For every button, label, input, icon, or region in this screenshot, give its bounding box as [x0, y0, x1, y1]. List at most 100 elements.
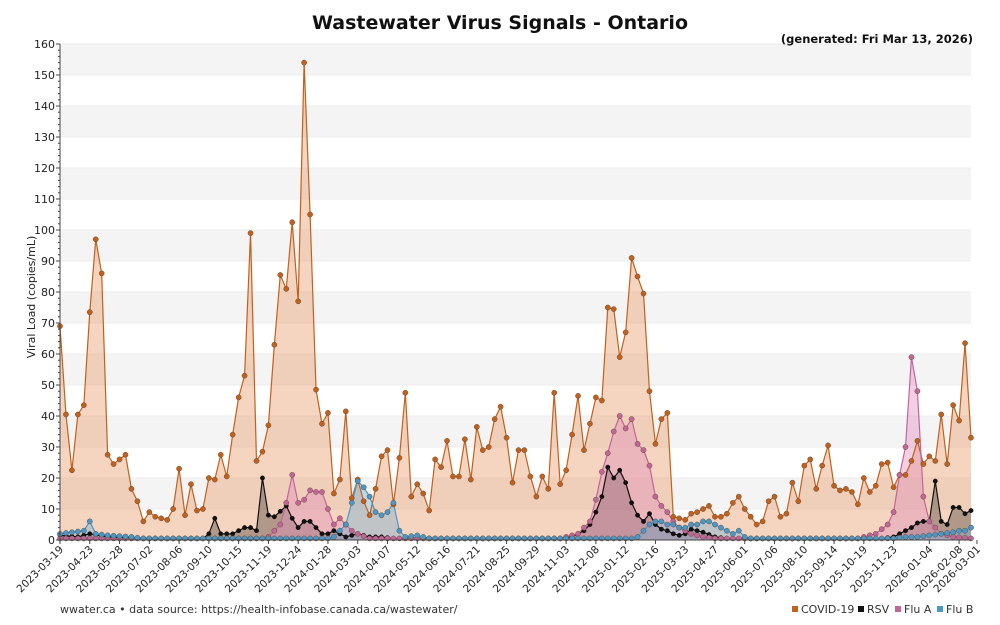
covid-19-point: [81, 402, 87, 408]
flu-a-point: [664, 509, 671, 515]
covid-19-point: [497, 403, 504, 410]
flu-a-point: [950, 534, 956, 540]
rsv-point: [331, 528, 337, 534]
covid-19-point: [396, 455, 403, 461]
flu-a-point: [688, 531, 694, 537]
covid-19-point: [604, 304, 611, 311]
covid-19-point: [539, 473, 546, 480]
flu-b-point: [920, 533, 927, 539]
covid-19-point: [325, 410, 331, 416]
rsv-point: [658, 526, 664, 532]
rsv-point: [319, 531, 325, 537]
flu-a-point: [920, 493, 927, 500]
plot-band: [60, 354, 971, 385]
covid-19-point: [319, 420, 325, 427]
flu-b-point: [75, 528, 81, 535]
rsv-point: [289, 515, 295, 521]
rsv-point: [301, 519, 307, 524]
flu-a-point: [337, 515, 343, 522]
flu-b-point: [700, 518, 706, 525]
flu-b-point: [914, 534, 921, 540]
flu-a-point: [301, 496, 307, 503]
flu-b-point: [98, 531, 105, 538]
flu-b-point: [378, 512, 385, 519]
covid-19-point: [235, 394, 242, 401]
rsv-point: [212, 515, 218, 521]
covid-19-point: [855, 501, 861, 508]
covid-19-point: [426, 507, 432, 514]
covid-19-point: [116, 456, 123, 463]
covid-19-point: [872, 482, 879, 489]
covid-19-point: [432, 456, 438, 463]
rsv-point: [230, 531, 236, 537]
covid-19-point: [307, 211, 313, 218]
flu-b-point: [86, 518, 93, 525]
flu-a-point: [610, 428, 617, 435]
rsv-point: [944, 522, 950, 527]
rsv-point: [629, 500, 635, 506]
y-tick-label: 140: [34, 100, 55, 113]
flu-a-point: [646, 462, 653, 469]
rsv-point: [915, 520, 920, 526]
rsv-point: [206, 531, 212, 537]
covid-19-point: [217, 451, 224, 458]
flu-a-point: [622, 425, 629, 432]
rsv-point: [325, 531, 331, 537]
rsv-point: [218, 531, 224, 537]
covid-19-point: [158, 515, 165, 522]
covid-19-point: [658, 416, 665, 422]
flu-b-point: [110, 532, 117, 539]
covid-19-point: [104, 451, 111, 458]
rsv-point: [248, 525, 253, 530]
flu-b-point: [944, 530, 950, 536]
flu-b-point: [81, 527, 87, 534]
flu-b-point: [92, 531, 99, 537]
covid-19-point: [545, 486, 552, 492]
covid-19-point: [212, 476, 218, 483]
covid-19-point: [712, 513, 718, 520]
covid-19-point: [378, 453, 385, 460]
x-tick-labels: 2023-03-192023-04-232023-05-282023-07-02…: [14, 540, 983, 595]
covid-19-point: [771, 493, 778, 500]
rsv-point: [343, 534, 349, 540]
covid-19-point: [783, 510, 790, 517]
y-axis-label: Viral Load (copies/mL): [25, 236, 38, 359]
covid-19-point: [700, 506, 706, 512]
flu-b-point: [420, 534, 427, 540]
rsv-point: [909, 525, 914, 530]
flu-a-point: [581, 524, 587, 531]
rsv-point: [641, 519, 646, 524]
covid-19-point: [462, 436, 468, 443]
covid-19-point: [289, 219, 296, 226]
covid-19-point: [902, 472, 909, 478]
flu-b-point: [384, 509, 391, 515]
covid-19-point: [640, 290, 647, 297]
flu-b-point: [658, 518, 665, 525]
covid-19-point: [789, 479, 796, 486]
flu-b-point: [908, 534, 915, 540]
flu-b-point: [408, 533, 415, 539]
covid-19-point: [968, 434, 974, 441]
flu-b-point: [688, 521, 694, 528]
flu-b-point: [354, 478, 361, 484]
rsv-point: [635, 512, 640, 518]
covid-19-point: [801, 462, 808, 469]
covid-19-point: [473, 424, 480, 430]
flu-b-point: [640, 527, 647, 534]
flu-b-point: [735, 527, 742, 534]
flu-b-point: [652, 518, 659, 525]
flu-a-point: [694, 532, 700, 539]
flu-b-point: [938, 531, 945, 537]
rsv-point: [271, 514, 277, 520]
covid-19-point: [890, 484, 897, 491]
series-markers: [57, 59, 974, 542]
covid-19-point: [527, 473, 534, 480]
plot-band: [60, 292, 971, 323]
covid-19-point: [593, 394, 599, 401]
covid-19-point: [878, 461, 885, 467]
flu-a-point: [628, 416, 635, 422]
rsv-point: [617, 467, 623, 473]
covid-19-point: [849, 489, 855, 495]
y-tick-label: 70: [41, 317, 55, 330]
